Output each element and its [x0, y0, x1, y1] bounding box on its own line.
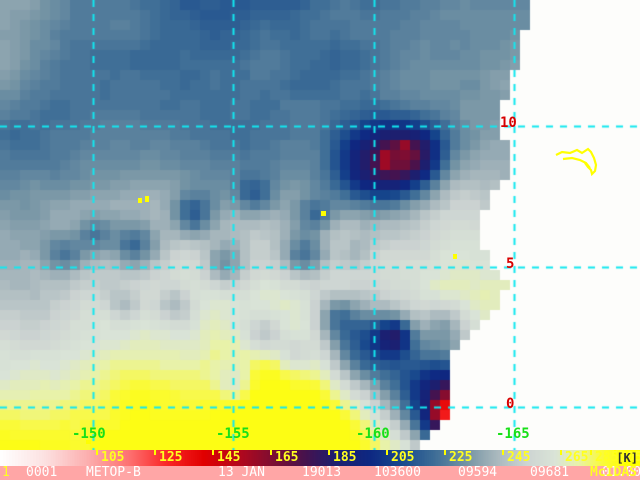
color-bar-tick	[212, 450, 214, 455]
status-element-number: 09681	[530, 465, 570, 480]
color-bar-tick-label: 285	[595, 450, 619, 465]
status-line-number: 09594	[458, 465, 498, 480]
color-bar-tick	[96, 450, 98, 455]
lon-label-165: -165	[496, 426, 530, 442]
status-left-marker: 1	[2, 465, 10, 480]
color-bar-tick-label: 145	[217, 450, 241, 465]
status-time: 103600	[374, 465, 421, 480]
color-bar-tick	[386, 450, 388, 455]
color-bar-tick-label: 205	[391, 450, 415, 465]
color-bar-tick	[502, 450, 504, 455]
color-bar-tick	[590, 450, 592, 455]
color-bar-tick-label: 105	[101, 450, 125, 465]
status-julian-date: 19013	[302, 465, 342, 480]
color-bar-tick-label: 305	[619, 450, 640, 465]
color-bar-tick-label: 245	[507, 450, 531, 465]
color-bar-tick-label: 225	[449, 450, 473, 465]
color-bar-tick	[154, 450, 156, 455]
status-frame-number: 0001	[26, 465, 58, 480]
lon-label-155: -155	[216, 426, 250, 442]
color-bar-unit-label: [K]	[616, 451, 638, 465]
color-bar-tick-label: 165	[275, 450, 299, 465]
color-bar-tick-label: 265	[565, 450, 589, 465]
status-satellite-name: METOP-B	[86, 465, 141, 480]
color-bar-tick-label: 185	[333, 450, 357, 465]
color-bar[interactable]: 105 125 145 165 185 205 225 245 265 285 305 [K]	[0, 450, 640, 466]
color-bar-tick	[270, 450, 272, 455]
color-bar-tick-label: 125	[159, 450, 183, 465]
satellite-image-canvas[interactable]	[0, 0, 640, 450]
lon-label-160: -160	[356, 426, 390, 442]
color-bar-tick	[614, 450, 616, 455]
mcidas-brand-label: McIDAS	[590, 465, 637, 480]
status-date: 13 JAN	[218, 465, 265, 480]
status-bar[interactable]: 1 0001 METOP-B 13 JAN 19013 103600 09594…	[0, 466, 640, 480]
lat-label-5: 5	[506, 256, 515, 272]
lat-label-10: 10	[500, 115, 517, 131]
color-bar-tick	[444, 450, 446, 455]
color-bar-tick	[328, 450, 330, 455]
color-bar-tick	[560, 450, 562, 455]
status-resolution: 01.00	[602, 465, 640, 480]
satellite-image-area[interactable]	[0, 0, 640, 450]
lat-label-0: 0	[506, 396, 515, 412]
color-bar-gradient	[0, 450, 640, 466]
lon-label-150: -150	[72, 426, 106, 442]
